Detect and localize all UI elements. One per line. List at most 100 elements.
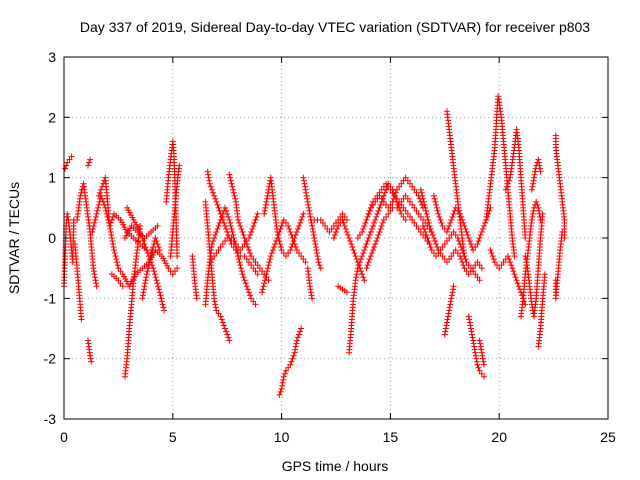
data-point — [361, 247, 368, 254]
data-point — [353, 274, 360, 281]
data-point — [248, 262, 255, 269]
data-point — [398, 180, 405, 187]
data-point — [358, 256, 365, 263]
data-point — [309, 295, 316, 302]
data-point — [393, 195, 400, 202]
data-point — [450, 283, 457, 290]
x-axis-label: GPS time / hours — [282, 458, 389, 474]
data-point — [406, 213, 413, 220]
data-point — [215, 222, 222, 229]
data-point — [254, 210, 261, 217]
data-point — [273, 238, 280, 245]
data-point — [230, 186, 237, 193]
data-point — [346, 235, 353, 241]
data-point — [290, 238, 297, 245]
data-point — [441, 331, 448, 338]
data-point — [215, 247, 222, 254]
data-point — [429, 231, 436, 238]
x-tick-label: 5 — [169, 429, 177, 445]
data-point — [432, 198, 439, 205]
data-point — [319, 219, 326, 226]
data-point — [367, 253, 374, 260]
data-point — [92, 274, 99, 281]
data-point — [250, 265, 257, 272]
data-point — [214, 201, 221, 208]
data-point — [400, 213, 407, 220]
y-tick-label: -1 — [44, 290, 57, 306]
data-point — [145, 262, 152, 269]
data-point — [428, 247, 435, 254]
data-point — [222, 222, 229, 229]
data-point — [296, 222, 303, 229]
data-point — [477, 231, 484, 238]
data-point — [333, 228, 339, 235]
data-point — [208, 241, 215, 248]
data-point — [480, 361, 487, 368]
data-point — [509, 265, 516, 272]
data-point — [409, 183, 416, 190]
data-point — [476, 337, 483, 344]
data-point — [471, 346, 478, 353]
data-point — [237, 262, 244, 269]
data-point — [452, 247, 459, 254]
x-tick-label: 25 — [600, 429, 616, 445]
data-point — [476, 235, 483, 241]
data-point — [154, 241, 161, 248]
data-point — [205, 171, 212, 178]
data-point — [354, 235, 361, 241]
data-point — [263, 198, 270, 205]
data-point — [247, 250, 254, 257]
data-point — [396, 198, 403, 205]
data-point — [239, 228, 246, 235]
data-point — [230, 189, 237, 196]
data-point — [106, 222, 113, 229]
data-point — [240, 231, 247, 238]
data-point — [249, 225, 256, 232]
data-point — [389, 189, 396, 196]
data-point — [229, 183, 236, 190]
data-point — [92, 216, 99, 223]
data-point — [439, 253, 446, 260]
data-point — [343, 289, 350, 296]
data-point — [489, 253, 496, 260]
data-point — [150, 265, 157, 272]
data-point — [450, 228, 457, 235]
data-point — [250, 222, 257, 229]
data-point — [322, 222, 329, 229]
data-point — [505, 256, 512, 263]
data-point — [474, 361, 481, 368]
data-point — [508, 262, 515, 269]
data-point — [289, 235, 296, 241]
data-point — [342, 225, 349, 232]
data-point — [140, 286, 147, 293]
data-point — [156, 289, 163, 296]
data-point — [241, 253, 248, 260]
data-point — [402, 192, 409, 199]
data-point — [513, 277, 520, 284]
data-point — [62, 165, 69, 172]
data-point — [213, 228, 220, 235]
data-point — [272, 241, 279, 248]
data-point — [86, 159, 93, 166]
data-point — [398, 210, 405, 217]
data-point — [472, 352, 479, 359]
data-point — [366, 256, 373, 263]
data-point — [111, 247, 118, 254]
data-point — [300, 177, 307, 184]
data-point — [365, 235, 372, 241]
data-point — [239, 244, 246, 251]
data-point — [310, 228, 317, 235]
data-point — [297, 219, 304, 226]
data-point — [420, 195, 427, 202]
data-point — [306, 207, 313, 214]
data-point — [491, 259, 498, 266]
data-point — [279, 379, 286, 386]
data-point — [334, 225, 341, 232]
data-point — [141, 241, 148, 248]
data-point — [438, 219, 445, 226]
data-point — [285, 364, 292, 371]
data-point — [341, 213, 348, 220]
data-point — [425, 219, 432, 226]
data-point — [396, 183, 403, 190]
data-point — [478, 228, 485, 235]
